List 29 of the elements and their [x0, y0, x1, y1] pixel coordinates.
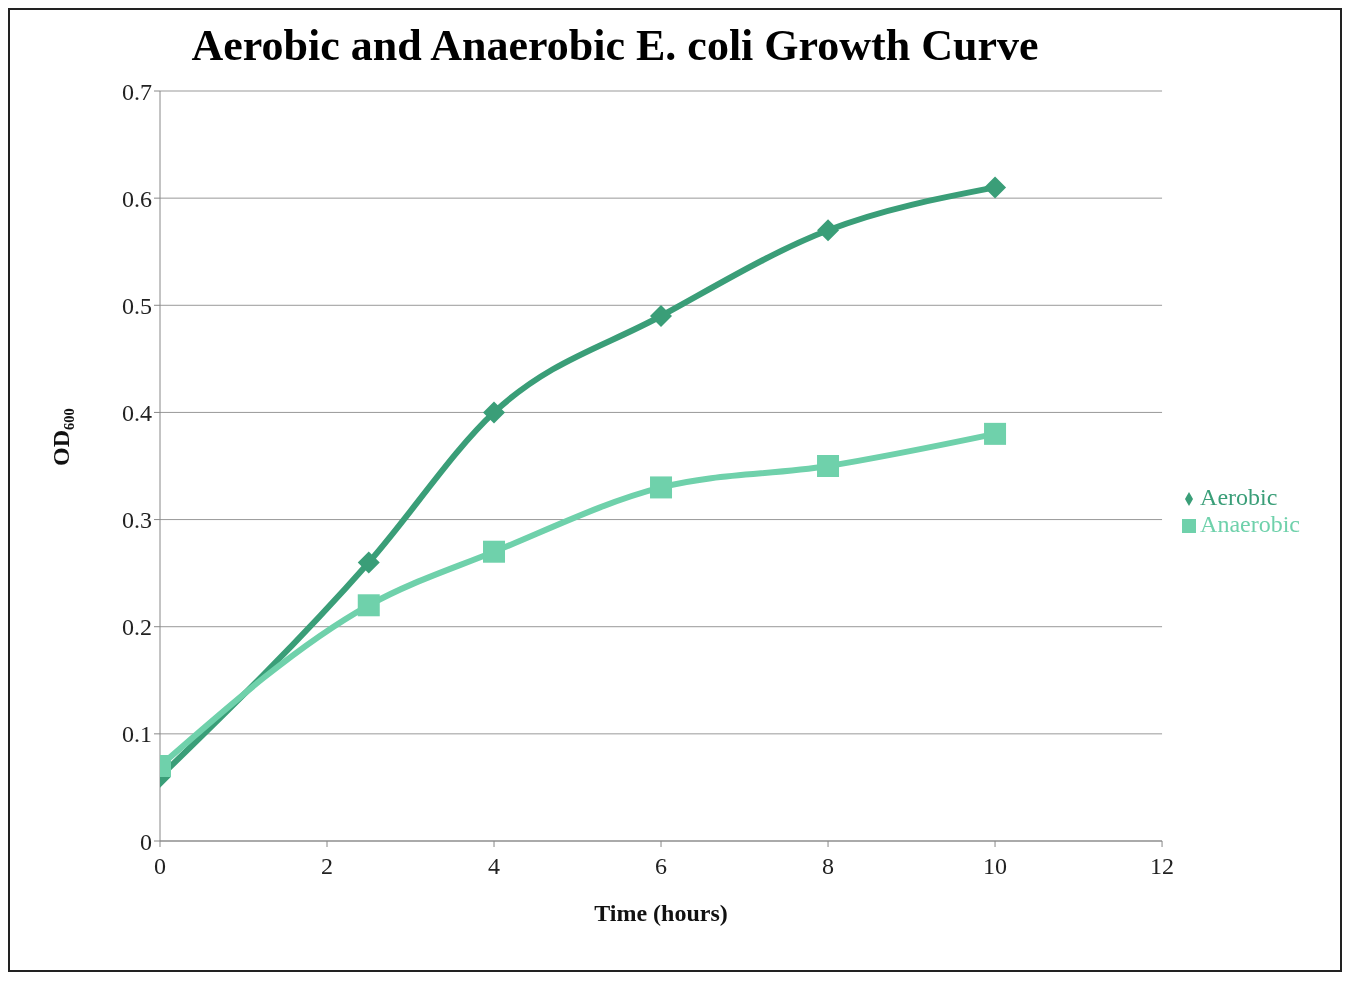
x-tick-label: 8: [822, 853, 835, 880]
point: [650, 305, 673, 327]
point: [357, 594, 380, 617]
y-axis-title: OD₆₀₀: [47, 408, 74, 466]
point: [483, 540, 506, 563]
x-tick-label: 2: [321, 853, 334, 880]
point: [984, 422, 1007, 445]
point: [817, 219, 840, 242]
x-tick-label: 4: [488, 853, 501, 880]
point: [650, 476, 673, 499]
x-tick-label: 10: [983, 853, 1008, 880]
y-tick-label: 0.7: [122, 78, 152, 105]
y-tick-label: 0.1: [122, 721, 152, 748]
point: [817, 455, 840, 477]
y-tick-label: 0: [140, 828, 152, 855]
y-tick-label: 0.6: [122, 185, 152, 212]
y-tick-label: 0.5: [122, 292, 152, 319]
y-tick-label: 0.3: [122, 507, 152, 534]
point: [984, 176, 1007, 199]
legend-label: Aerobic: [1200, 484, 1278, 510]
x-axis-title: Time (hours): [594, 900, 728, 926]
x-tick-label: 6: [655, 853, 668, 880]
chart-title: Aerobic and Anaerobic E. coli Growth Curve: [190, 20, 1040, 71]
point: [483, 401, 506, 424]
y-tick-label: 0.2: [122, 614, 152, 641]
y-tick-label: 0.4: [122, 399, 152, 426]
legend-label: Anaerobic: [1200, 511, 1300, 537]
point: [357, 551, 380, 574]
x-tick-label: 12: [1150, 853, 1175, 880]
